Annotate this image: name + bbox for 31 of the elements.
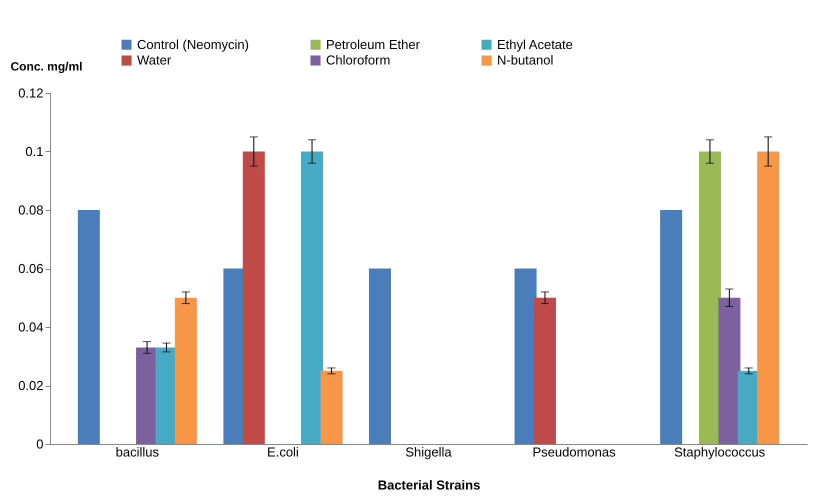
y-tick-label: 0.02: [18, 378, 44, 393]
y-tick-label: 0.06: [18, 261, 44, 276]
x-tick-label: Shigella: [405, 444, 452, 460]
bar: [320, 370, 342, 444]
x-tick-label: Staphylococcus: [674, 444, 766, 460]
bar: [78, 210, 100, 444]
bar: [368, 268, 391, 444]
y-axis-title: Conc. mg/ml: [10, 60, 83, 74]
y-tick-label: 0.08: [18, 202, 44, 218]
legend-label: Chloroform: [326, 52, 390, 68]
y-tick-label: 0.1: [25, 144, 44, 159]
bar: [534, 298, 556, 444]
legend-label: Ethyl Acetate: [497, 36, 573, 52]
x-tick-label: Pseudomonas: [532, 444, 616, 460]
legend-label: N-butanol: [497, 52, 554, 68]
x-tick-label: E.coli: [267, 444, 299, 460]
bar: [301, 152, 324, 444]
bar: [698, 152, 721, 444]
legend-label: Water: [137, 52, 172, 68]
bar: [174, 298, 197, 444]
legend-label: Control (Neomycin): [137, 36, 249, 52]
y-tick-label: 0.12: [18, 86, 44, 100]
bar: [757, 152, 780, 444]
x-tick-label: bacillus: [116, 444, 160, 460]
legend-label: Petroleum Ether: [326, 36, 421, 52]
y-tick-label: 0.04: [18, 320, 44, 334]
bar: [660, 210, 682, 444]
x-axis-title: Bacterial Strains: [378, 478, 480, 492]
y-tick-label: 0: [36, 436, 44, 452]
bar: [242, 152, 265, 444]
bar: [718, 298, 740, 444]
